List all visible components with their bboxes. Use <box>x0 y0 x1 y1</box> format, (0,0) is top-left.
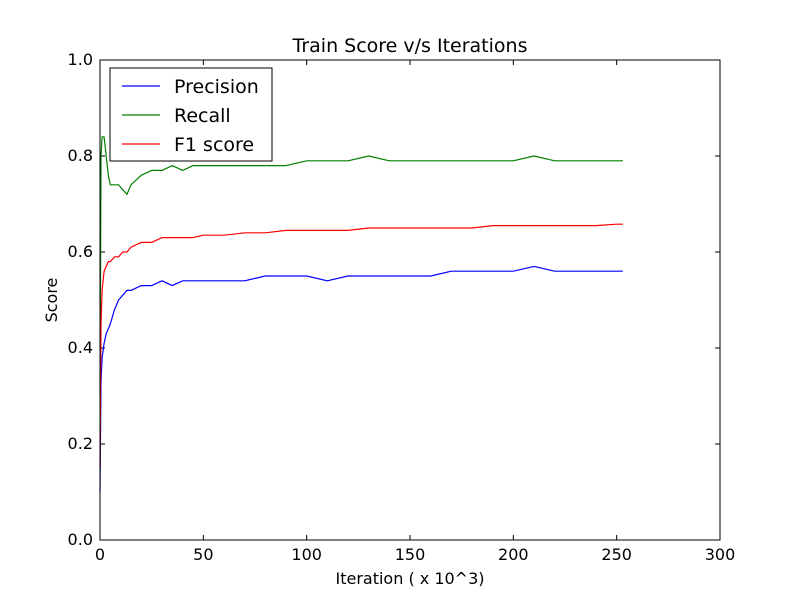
series-line-precision <box>99 265 623 493</box>
x-tick-label: 150 <box>395 545 426 564</box>
x-tick-label: 200 <box>498 545 529 564</box>
y-tick-label: 0.0 <box>68 530 93 549</box>
legend-label-recall: Recall <box>174 105 231 127</box>
x-tick-label: 100 <box>291 545 322 564</box>
y-tick-label: 1.0 <box>68 50 93 69</box>
legend-label-precision: Precision <box>174 76 259 98</box>
x-tick-label: 300 <box>705 545 736 564</box>
y-tick-label: 0.4 <box>68 338 93 357</box>
x-tick-label: 250 <box>601 545 632 564</box>
series-line-f1-score <box>99 223 623 469</box>
legend: Precision Recall F1 score <box>109 67 273 162</box>
x-axis-label: Iteration ( x 10^3) <box>335 569 484 588</box>
chart-title: Train Score v/s Iterations <box>292 35 528 57</box>
y-tick-label: 0.6 <box>68 242 93 261</box>
y-tick-label: 0.8 <box>68 146 93 165</box>
x-tick-label: 0 <box>95 545 105 564</box>
x-tick-label: 50 <box>193 545 213 564</box>
axis-ticks: 0 50 100 150 200 250 300 0.0 0.2 0.4 0.6 0.8 1.0 <box>68 50 736 564</box>
data-series <box>99 136 623 493</box>
y-axis-label: Score <box>42 278 61 323</box>
legend-label-f1-score: F1 score <box>174 134 254 156</box>
plot-frame <box>99 59 721 541</box>
series-line-recall <box>99 136 623 397</box>
y-tick-label: 0.2 <box>68 434 93 453</box>
